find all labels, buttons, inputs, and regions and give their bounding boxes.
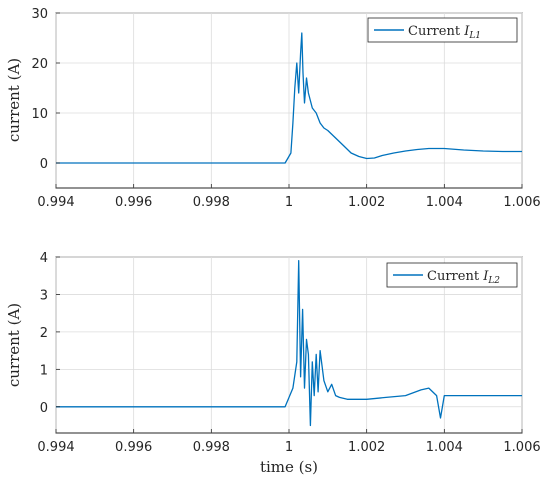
legend-label-top: Current IL1: [408, 24, 481, 41]
legend-label-bottom: Current IL2: [427, 269, 500, 286]
y-tick-label: 20: [31, 57, 48, 72]
x-tick-label: 1: [285, 440, 293, 455]
grid-top: [55, 12, 523, 188]
series-bottom: [56, 260, 522, 427]
y-axis-label-top: current (A): [5, 58, 23, 142]
legend-top: Current IL1: [367, 17, 518, 43]
y-tick-label: 2: [40, 326, 48, 341]
series-top: [56, 32, 522, 164]
series-line: [56, 260, 522, 427]
y-tick-label: 0: [40, 401, 48, 416]
x-tick-label: 0.998: [193, 440, 230, 455]
legend-bottom: Current IL2: [386, 262, 518, 288]
x-tick-label: 0.994: [37, 195, 74, 210]
x-ticks-bottom: 0.994 0.996 0.998 1 1.002 1.004 1.006: [37, 429, 541, 455]
x-tick-label: 1.006: [503, 195, 540, 210]
x-axis-label-bottom: time (s): [260, 458, 318, 476]
x-tick-label: 1.002: [348, 195, 385, 210]
x-tick-label: 0.994: [37, 440, 74, 455]
legend-box-bottom: [386, 262, 518, 288]
y-ticks-top: 0 10 20 30: [31, 7, 60, 172]
x-tick-label: 0.998: [193, 195, 230, 210]
y-tick-label: 4: [40, 251, 48, 266]
y-tick-label: 1: [40, 363, 48, 378]
series-line: [56, 32, 522, 164]
y-tick-label: 30: [31, 7, 48, 22]
x-tick-label: 1.004: [426, 195, 463, 210]
x-ticks-top: 0.994 0.996 0.998 1 1.002 1.004 1.006: [37, 184, 541, 210]
y-tick-label: 10: [31, 107, 48, 122]
y-tick-label: 0: [40, 157, 48, 172]
x-tick-label: 1: [285, 195, 293, 210]
x-tick-label: 0.996: [115, 195, 152, 210]
x-tick-label: 0.996: [115, 440, 152, 455]
x-tick-label: 1.004: [426, 440, 463, 455]
x-tick-label: 1.006: [503, 440, 540, 455]
y-ticks-bottom: 0 1 2 3 4: [40, 251, 60, 416]
y-axis-label-bottom: current (A): [5, 303, 23, 387]
plot-current-l2: 0.994 0.996 0.998 1 1.002 1.004 1.006 0 1 2 3 4 cu…: [5, 251, 541, 476]
x-tick-label: 1.002: [348, 440, 385, 455]
plot-current-l1: 0.994 0.996 0.998 1 1.002 1.004 1.006 0102030 …: [5, 7, 541, 210]
y-tick-label: 3: [40, 288, 48, 303]
